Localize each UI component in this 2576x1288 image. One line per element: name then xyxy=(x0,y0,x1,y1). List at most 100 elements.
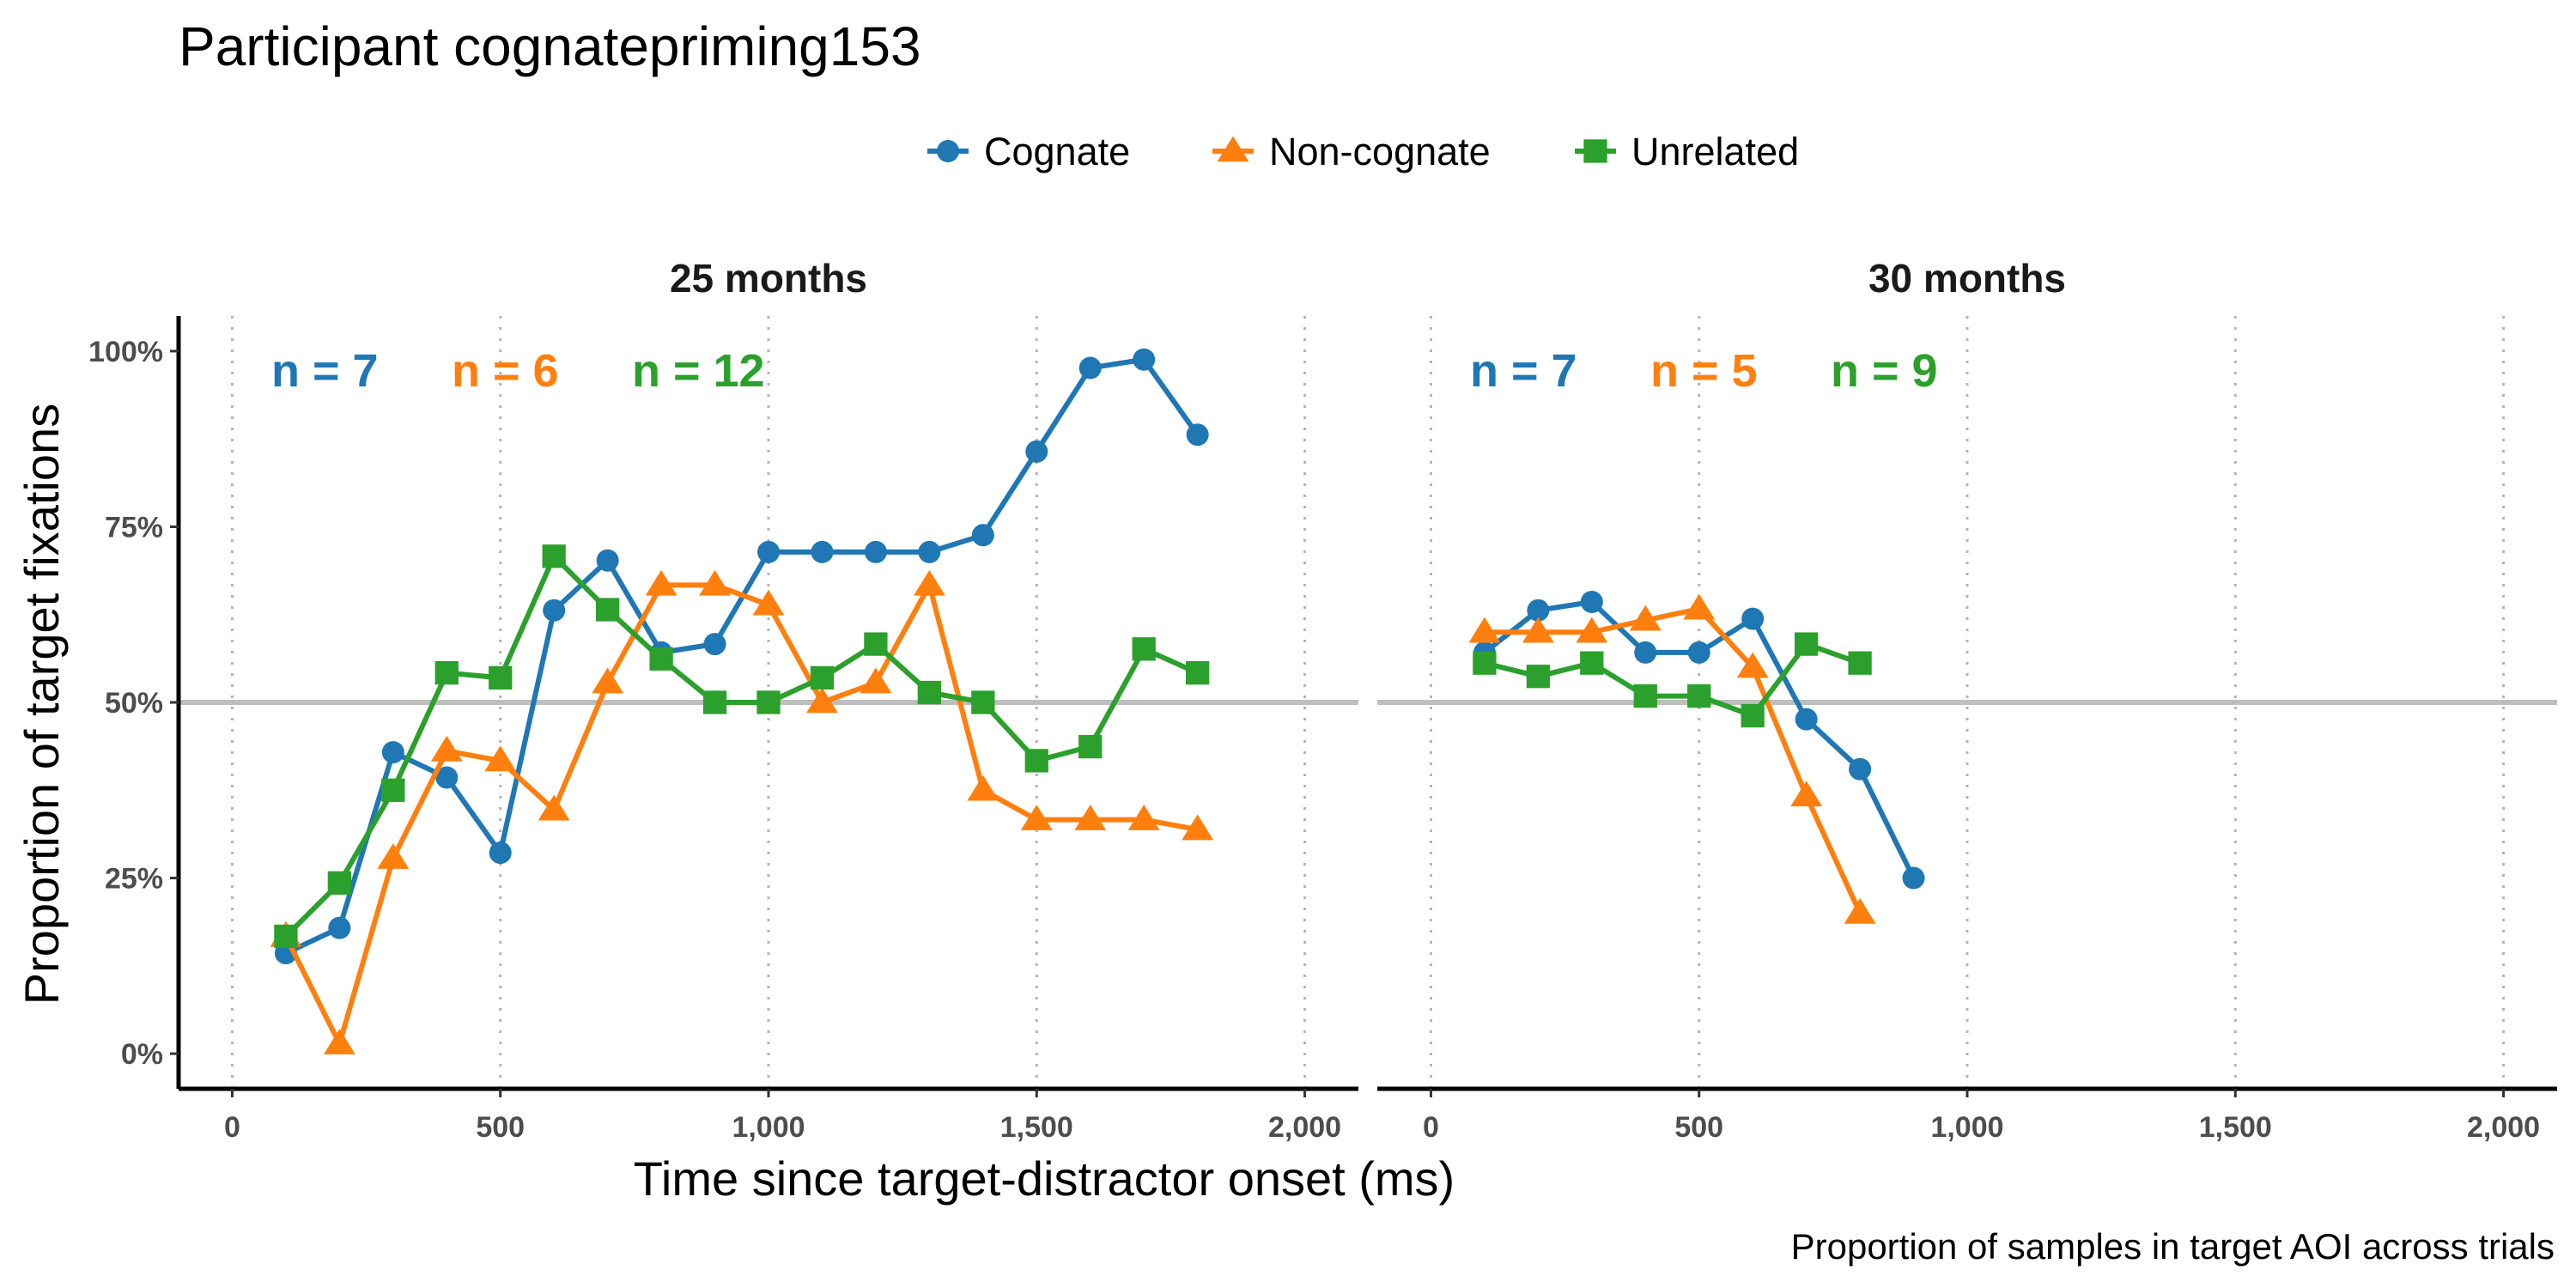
data-point xyxy=(1182,814,1214,841)
data-point xyxy=(1527,598,1550,622)
facet-title: 30 months xyxy=(1868,256,2066,301)
facet-title: 25 months xyxy=(670,256,867,301)
data-point xyxy=(595,598,620,622)
data-point xyxy=(1741,703,1765,728)
data-point xyxy=(327,871,352,895)
count-label: n = 9 xyxy=(1831,345,1938,397)
data-point xyxy=(1795,708,1818,731)
data-point xyxy=(1024,749,1048,773)
data-point xyxy=(752,589,785,616)
x-tick-label: 2,000 xyxy=(1268,1111,1341,1144)
data-point xyxy=(645,569,677,596)
legend-label: Unrelated xyxy=(1631,130,1799,173)
data-point xyxy=(1902,866,1925,890)
y-tick-label: 25% xyxy=(105,863,163,896)
legend-label: Cognate xyxy=(984,130,1130,173)
data-point xyxy=(484,745,517,772)
legend-item-cognate: Cognate xyxy=(927,130,1130,173)
data-point xyxy=(913,569,945,596)
data-point xyxy=(1576,617,1608,643)
count-label: n = 12 xyxy=(632,345,765,397)
legend: Cognate Non-cognate Unrelated xyxy=(927,130,1799,173)
data-point xyxy=(274,924,298,949)
data-point xyxy=(1634,641,1657,664)
legend-marker xyxy=(937,140,959,162)
y-tick-label: 0% xyxy=(121,1038,163,1071)
x-tick-label: 0 xyxy=(224,1111,240,1144)
chart-title: Participant cognatepriming153 xyxy=(179,15,921,77)
y-tick-label: 100% xyxy=(88,336,163,368)
data-point xyxy=(971,524,994,547)
data-point xyxy=(1849,757,1872,781)
data-point xyxy=(1848,651,1872,675)
panel-2: 30 months 0 500 1,000 1,500 2,000 n = 7 n = 5 n … xyxy=(1377,256,2557,1144)
x-tick-label: 1,000 xyxy=(1930,1111,2003,1144)
series-unrelated xyxy=(1473,632,1872,728)
x-tick-label: 0 xyxy=(1423,1111,1439,1144)
count-label: n = 5 xyxy=(1650,345,1758,397)
data-point xyxy=(917,680,942,705)
data-point xyxy=(543,598,566,622)
data-point xyxy=(377,843,410,869)
data-point xyxy=(860,667,892,694)
data-point xyxy=(1078,356,1102,380)
series-cognate xyxy=(274,348,1209,965)
data-point xyxy=(864,632,888,656)
data-point xyxy=(538,794,570,821)
data-point xyxy=(1025,440,1048,463)
data-point xyxy=(1186,423,1209,447)
data-point xyxy=(434,660,459,685)
legend-item-non-cognate: Non-cognate xyxy=(1212,130,1491,173)
data-point xyxy=(702,690,727,714)
data-point xyxy=(1580,651,1604,675)
data-point xyxy=(1074,805,1107,830)
data-point xyxy=(864,540,887,563)
series-line xyxy=(284,356,1200,956)
data-point xyxy=(1687,641,1710,664)
data-point xyxy=(1629,605,1662,631)
data-point xyxy=(1633,683,1657,708)
count-label: n = 7 xyxy=(271,345,379,397)
y-tick-label: 75% xyxy=(105,511,163,544)
data-point xyxy=(703,633,726,656)
data-point xyxy=(1468,617,1501,643)
data-point xyxy=(1473,651,1497,675)
data-point xyxy=(1526,665,1551,689)
data-point xyxy=(757,540,780,563)
data-point xyxy=(1078,734,1103,759)
data-point xyxy=(489,841,512,865)
caption: Proportion of samples in target AOI acro… xyxy=(1791,1226,2555,1267)
data-point xyxy=(381,741,404,764)
data-point xyxy=(1683,593,1716,620)
data-point xyxy=(1844,897,1876,924)
data-point xyxy=(1736,652,1769,678)
data-point xyxy=(489,665,513,690)
data-point xyxy=(1133,348,1156,371)
legend-label: Non-cognate xyxy=(1269,130,1491,173)
data-point xyxy=(430,735,463,762)
data-point xyxy=(542,544,566,568)
series-line xyxy=(283,553,1199,939)
legend-marker xyxy=(1217,136,1249,162)
count-label: n = 6 xyxy=(452,345,559,397)
data-point xyxy=(596,549,619,572)
y-axis-title: Proportion of target fixations xyxy=(15,404,69,1005)
data-point xyxy=(967,775,999,801)
data-point xyxy=(806,687,838,714)
y-tick-label: 50% xyxy=(105,687,163,720)
data-point xyxy=(699,569,731,596)
x-tick-label: 500 xyxy=(1674,1111,1723,1144)
x-tick-label: 1,000 xyxy=(732,1111,805,1144)
data-point xyxy=(1580,591,1603,613)
legend-marker xyxy=(1583,139,1607,163)
data-point xyxy=(381,778,405,802)
x-tick-label: 2,000 xyxy=(2467,1111,2540,1144)
data-point xyxy=(1185,660,1210,685)
data-point xyxy=(1687,683,1711,708)
data-point xyxy=(811,540,834,563)
data-point xyxy=(1127,805,1160,830)
x-tick-label: 500 xyxy=(476,1111,525,1144)
data-point xyxy=(1741,607,1765,630)
series-non-cognate xyxy=(1468,593,1876,924)
